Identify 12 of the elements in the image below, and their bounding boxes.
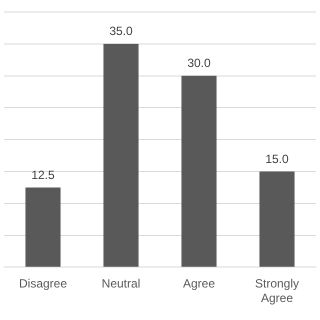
x-tick-label: Neutral — [102, 276, 140, 291]
x-tick-label: Strongly Agree — [254, 276, 300, 306]
data-label: 15.0 — [265, 152, 289, 166]
x-tick-label: Agree — [182, 276, 216, 291]
bar — [181, 76, 217, 267]
bar — [25, 187, 61, 267]
x-tick-label: Disagree — [18, 276, 68, 291]
data-label: 12.5 — [31, 168, 55, 182]
data-label: 35.0 — [109, 24, 133, 38]
bar — [259, 172, 295, 267]
bar — [103, 44, 139, 267]
data-label: 30.0 — [187, 56, 211, 70]
